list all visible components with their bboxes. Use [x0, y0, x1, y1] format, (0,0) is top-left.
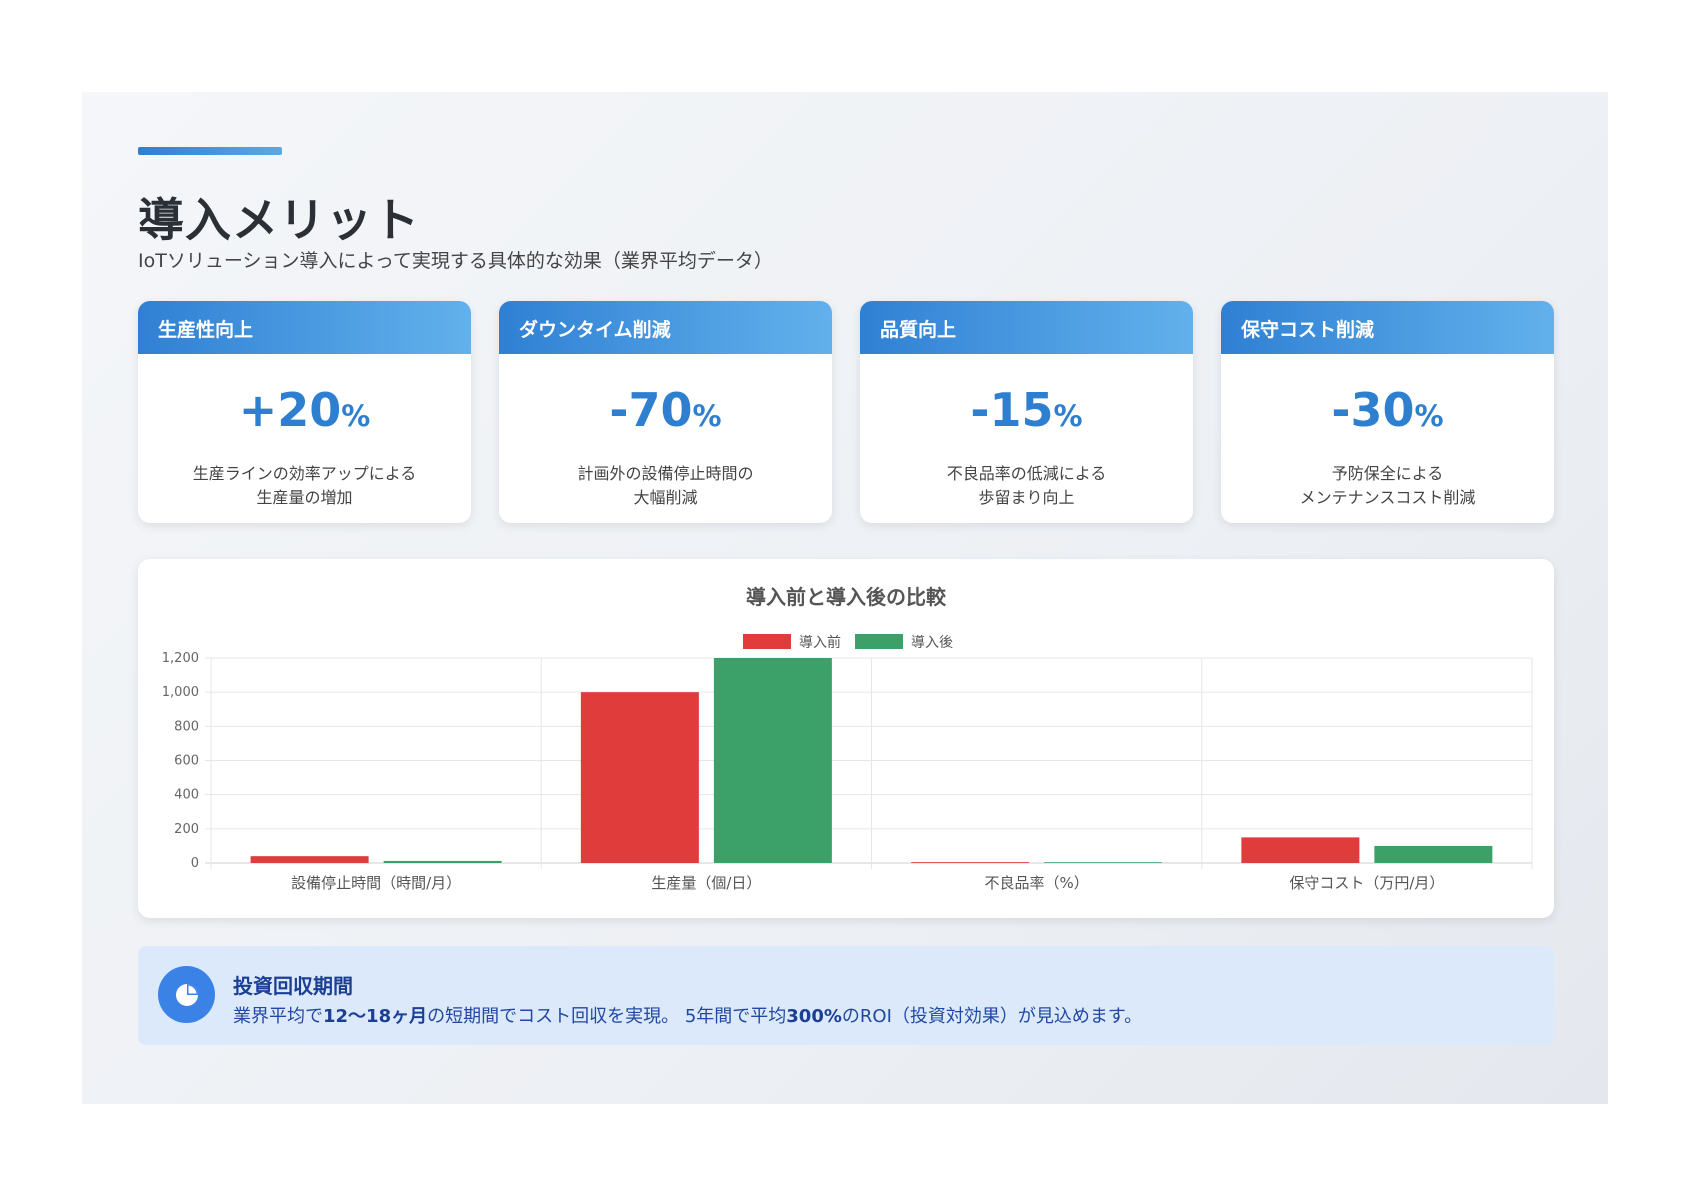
x-tick-label: 設備停止時間（時間/月）: [291, 874, 461, 892]
card-value: +20%: [138, 382, 471, 444]
metric-card-downtime: ダウンタイム削減 -70% 計画外の設備停止時間の 大幅削減: [499, 301, 832, 523]
bar-before: [911, 862, 1030, 863]
slide: 導入メリット IoTソリューション導入によって実現する具体的な効果（業界平均デー…: [82, 92, 1608, 1104]
value-unit: %: [1414, 399, 1444, 433]
legend-swatch: [855, 634, 903, 649]
chart-title: 導入前と導入後の比較: [746, 585, 947, 609]
x-tick-label: 不良品率（%）: [984, 874, 1088, 892]
roi-info-box: 投資回収期間 業界平均で12〜18ヶ月の短期間でコスト回収を実現。 5年間で平均…: [138, 946, 1554, 1045]
card-title: 品質向上: [860, 301, 1193, 354]
legend-swatch: [743, 634, 791, 649]
card-value: -15%: [860, 382, 1193, 444]
y-tick-label: 1,200: [162, 651, 199, 666]
bar-before: [1241, 837, 1360, 863]
chart-bars: [250, 658, 1493, 863]
desc-line: メンテナンスコスト削減: [1299, 488, 1476, 507]
card-description: 生産ラインの効率アップによる 生産量の増加: [138, 462, 471, 510]
y-tick-label: 600: [174, 754, 199, 769]
bar-before: [250, 856, 369, 863]
roi-text: 業界平均で12〜18ヶ月の短期間でコスト回収を実現。 5年間で平均300%のRO…: [233, 1002, 1142, 1028]
pie-chart-icon: [158, 966, 215, 1023]
bar-after: [713, 658, 832, 863]
roi-title: 投資回収期間: [233, 974, 353, 998]
value-number: +20: [238, 383, 342, 437]
legend-item[interactable]: 導入後: [855, 634, 953, 651]
x-axis: 設備停止時間（時間/月） 生産量（個/日） 不良品率（%） 保守コスト（万円/月）: [291, 874, 1444, 892]
comparison-bar-chart: 導入前と導入後の比較 0 200 400 600 800 1,000 1,200 設備停止時…: [162, 585, 1533, 892]
roi-text-part: の短期間でコスト回収を実現。 5年間で平均: [427, 1006, 787, 1027]
card-description: 計画外の設備停止時間の 大幅削減: [499, 462, 832, 510]
legend-label: 導入後: [911, 635, 953, 651]
roi-period-highlight: 12〜18ヶ月: [323, 1006, 428, 1027]
metric-card-productivity: 生産性向上 +20% 生産ラインの効率アップによる 生産量の増加: [138, 301, 471, 523]
card-title: 生産性向上: [138, 301, 471, 354]
metric-cards: 生産性向上 +20% 生産ラインの効率アップによる 生産量の増加 ダウンタイム削減…: [138, 301, 1554, 523]
y-tick-label: 200: [174, 822, 199, 837]
page-subtitle: IoTソリューション導入によって実現する具体的な効果（業界平均データ）: [138, 250, 773, 272]
y-tick-label: 0: [191, 856, 199, 871]
bar-after: [1374, 845, 1493, 863]
card-value: -70%: [499, 382, 832, 444]
value-unit: %: [1053, 399, 1083, 433]
roi-text-part: 業界平均で: [233, 1006, 323, 1027]
card-description: 予防保全によるメンテナンスコスト削減: [1221, 462, 1554, 510]
value-unit: %: [341, 399, 371, 433]
y-axis: 0 200 400 600 800 1,000 1,200: [162, 651, 199, 871]
legend-item[interactable]: 導入前: [743, 634, 841, 651]
card-title: ダウンタイム削減: [499, 301, 832, 354]
desc-line: 大幅削減: [633, 488, 698, 507]
bar-after: [1044, 862, 1163, 863]
desc-line: 不良品率の低減による: [946, 464, 1107, 483]
accent-bar: [138, 147, 282, 155]
comparison-chart-card: 導入前と導入後の比較 0 200 400 600 800 1,000 1,200 設備停止時…: [138, 559, 1554, 918]
y-tick-label: 1,000: [162, 685, 199, 700]
desc-line: 生産ラインの効率アップによる: [192, 464, 417, 483]
roi-text-part: のROI（投資対効果）が見込めます。: [841, 1006, 1143, 1027]
desc-line: 予防保全による: [1331, 464, 1444, 483]
value-unit: %: [692, 399, 722, 433]
metric-card-quality: 品質向上 -15% 不良品率の低減による 歩留まり向上: [860, 301, 1193, 523]
value-number: -70: [609, 383, 693, 437]
card-value: -30%: [1221, 382, 1554, 444]
metric-card-maintenance: 保守コスト削減 -30% 予防保全によるメンテナンスコスト削減: [1221, 301, 1554, 523]
page-title: 導入メリット: [138, 193, 420, 247]
bar-before: [580, 692, 699, 863]
legend-label: 導入前: [799, 634, 841, 651]
desc-line: 生産量の増加: [256, 488, 353, 507]
x-tick-label: 生産量（個/日）: [651, 874, 761, 892]
x-tick-label: 保守コスト（万円/月）: [1289, 874, 1444, 892]
chart-grid: [205, 657, 1533, 869]
desc-line: 歩留まり向上: [978, 488, 1075, 507]
card-title: 保守コスト削減: [1221, 301, 1554, 354]
y-tick-label: 800: [174, 719, 199, 734]
chart-legend[interactable]: 導入前 導入後: [743, 634, 953, 651]
y-tick-label: 400: [174, 788, 199, 803]
card-description: 不良品率の低減による 歩留まり向上: [860, 462, 1193, 510]
desc-line: 計画外の設備停止時間の: [577, 464, 754, 483]
bar-after: [383, 860, 502, 863]
value-number: -30: [1331, 383, 1415, 437]
roi-percent-highlight: 300%: [786, 1006, 842, 1027]
value-number: -15: [970, 383, 1054, 437]
